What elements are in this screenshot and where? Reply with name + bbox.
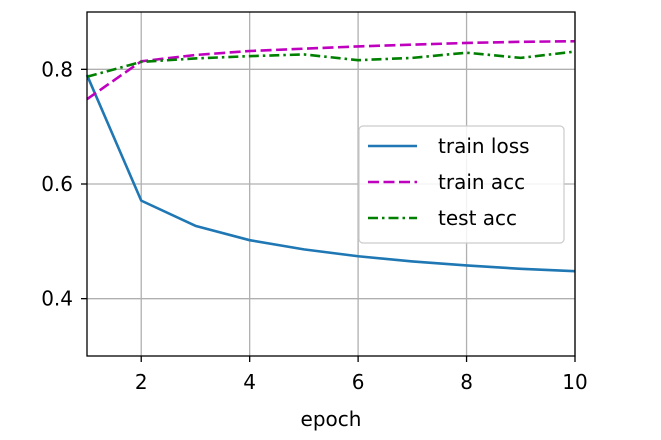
x-tick-label: 4 bbox=[243, 370, 256, 394]
tick-labels: 2 4 6 8 10 0.4 0.6 0.8 bbox=[41, 57, 588, 394]
x-tick-label: 2 bbox=[135, 370, 148, 394]
y-tick-label: 0.8 bbox=[41, 57, 73, 81]
legend-box bbox=[358, 125, 565, 244]
legend: train loss train acc test acc bbox=[358, 125, 565, 244]
y-tick-label: 0.4 bbox=[41, 287, 73, 311]
x-axis-label: epoch bbox=[301, 407, 362, 431]
x-tick-label: 10 bbox=[562, 370, 587, 394]
legend-label: test acc bbox=[438, 206, 517, 230]
series-line-train-loss bbox=[85, 74, 576, 273]
series-line-train-acc bbox=[86, 39, 576, 101]
legend-label: train loss bbox=[438, 134, 530, 158]
axis-ticks bbox=[81, 68, 576, 362]
y-tick-label: 0.6 bbox=[41, 172, 73, 196]
legend-label: train acc bbox=[438, 170, 525, 194]
series-group bbox=[85, 39, 576, 273]
x-tick-label: 6 bbox=[352, 370, 365, 394]
x-tick-label: 8 bbox=[460, 370, 473, 394]
series-line-test-acc bbox=[86, 50, 576, 79]
